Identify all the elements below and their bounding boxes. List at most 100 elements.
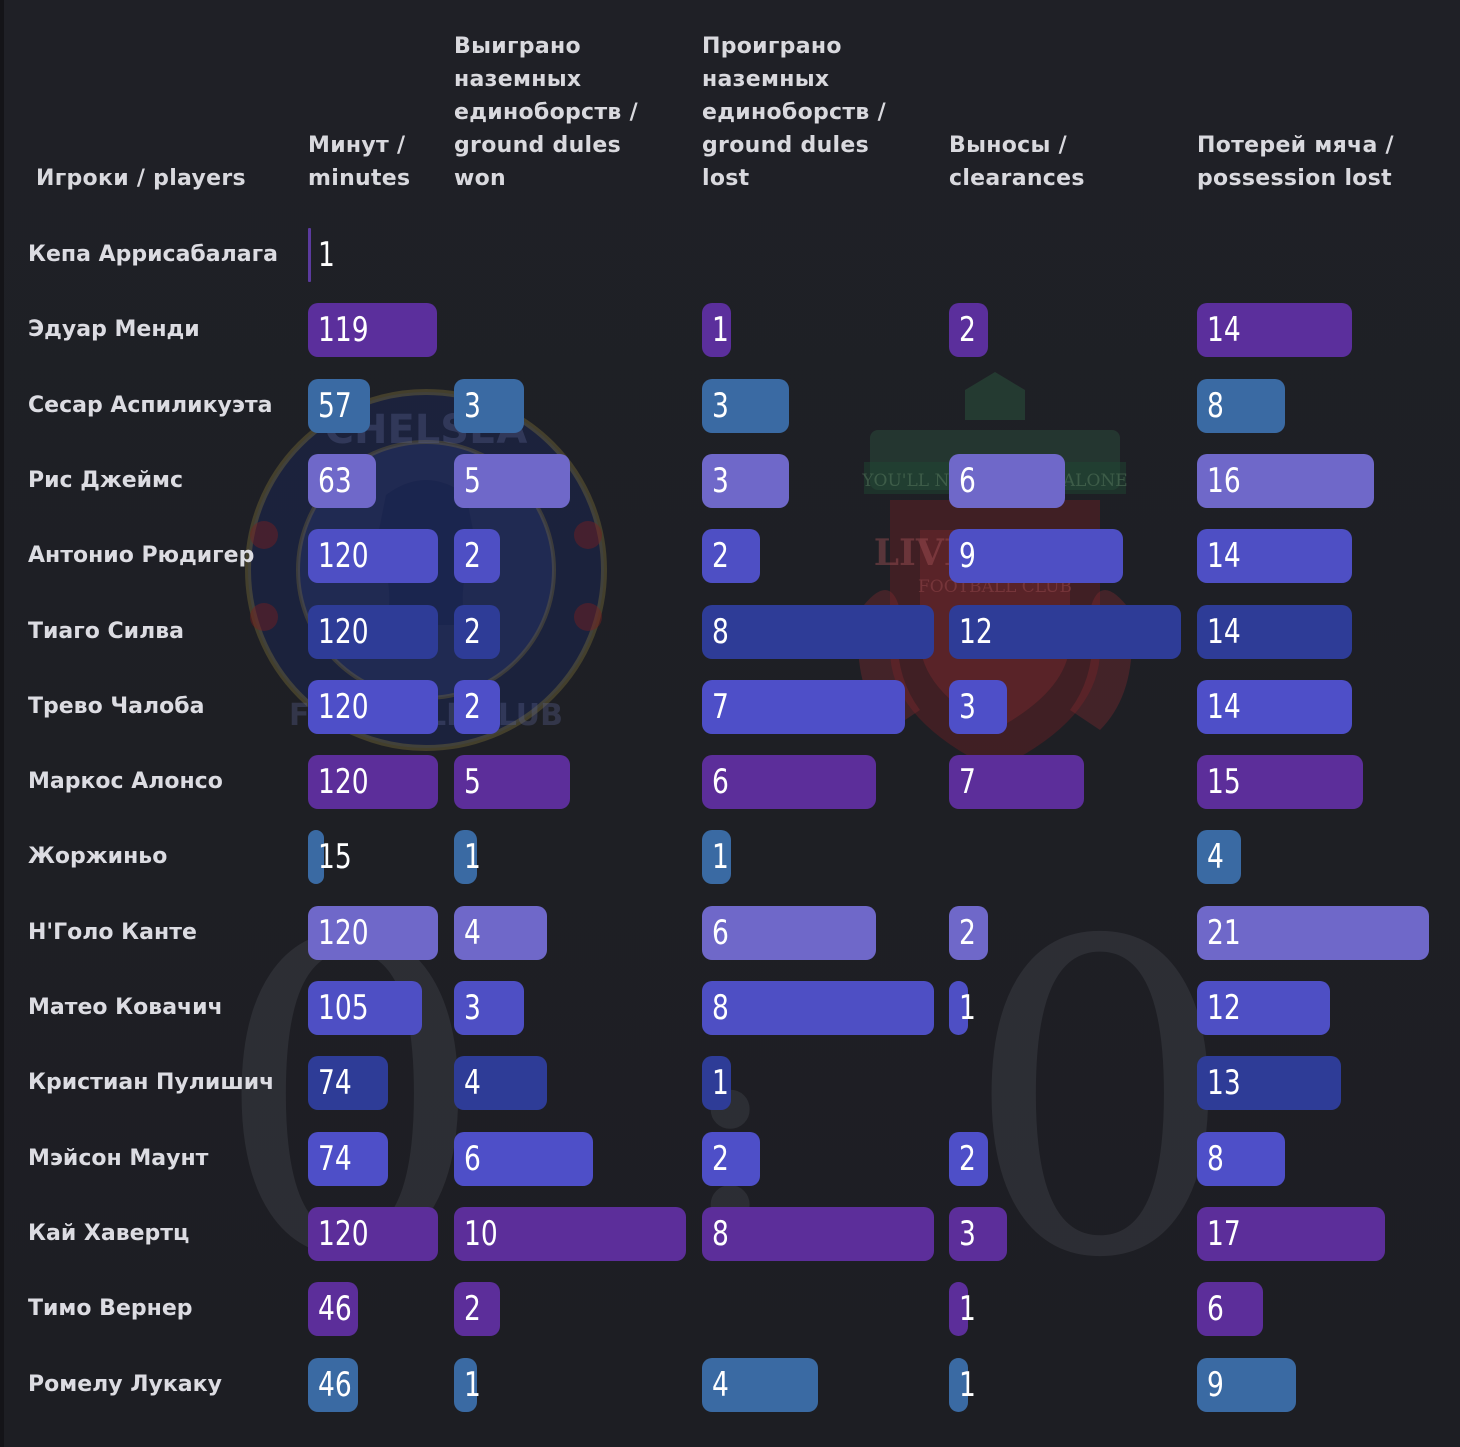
bar-value-minutes: 120 xyxy=(318,687,369,727)
player-name: Тимо Вернер xyxy=(28,1296,193,1321)
bar-clearances xyxy=(949,529,1123,583)
player-name: Кепа Аррисабалага xyxy=(28,242,278,267)
bar-value-duels-lost: 3 xyxy=(712,461,729,501)
bar-duels-lost xyxy=(702,755,876,809)
bar-clearances xyxy=(949,906,988,960)
bar-value-clearances: 3 xyxy=(959,1214,976,1254)
player-name: Антонио Рюдигер xyxy=(28,543,255,568)
player-name: Н'Голо Канте xyxy=(28,920,197,945)
bar-value-possession-lost: 13 xyxy=(1207,1063,1241,1103)
bar-value-minutes: 1 xyxy=(318,235,335,275)
bar-value-minutes: 63 xyxy=(318,461,352,501)
bar-possession-lost xyxy=(1197,1282,1263,1336)
bar-value-duels-won: 5 xyxy=(464,762,481,802)
bar-value-duels-won: 3 xyxy=(464,988,481,1028)
bar-minutes xyxy=(308,906,438,960)
bar-value-possession-lost: 12 xyxy=(1207,988,1241,1028)
header-line: наземных xyxy=(702,67,830,92)
bar-duels-won xyxy=(454,1056,547,1110)
bar-value-duels-won: 10 xyxy=(464,1214,498,1254)
bar-clearances xyxy=(949,1358,968,1412)
bar-possession-lost xyxy=(1197,680,1352,734)
bar-minutes xyxy=(308,379,370,433)
bar-possession-lost xyxy=(1197,1132,1285,1186)
bar-minutes xyxy=(308,303,437,357)
bar-possession-lost xyxy=(1197,1358,1296,1412)
bar-value-duels-won: 4 xyxy=(464,1063,481,1103)
bar-value-minutes: 120 xyxy=(318,612,369,652)
bar-duels-lost xyxy=(702,830,731,884)
bar-value-duels-won: 2 xyxy=(464,1289,481,1329)
bar-duels-won xyxy=(454,605,500,659)
bar-value-possession-lost: 14 xyxy=(1207,310,1241,350)
bar-duels-lost xyxy=(702,981,934,1035)
bar-value-clearances: 6 xyxy=(959,461,976,501)
header-line: наземных xyxy=(454,67,582,92)
header-possession-lost: Потерей мяча / possession lost xyxy=(1197,129,1394,195)
bar-duels-lost xyxy=(702,1207,934,1261)
bar-value-duels-won: 2 xyxy=(464,536,481,576)
player-name: Трево Чалоба xyxy=(28,694,205,719)
bar-value-duels-won: 5 xyxy=(464,461,481,501)
bar-value-possession-lost: 15 xyxy=(1207,762,1241,802)
bar-duels-lost xyxy=(702,454,789,508)
header-line: Проиграно xyxy=(702,34,842,59)
bar-value-minutes: 15 xyxy=(318,837,352,877)
player-name: Мэйсон Маунт xyxy=(28,1146,209,1171)
bar-minutes xyxy=(308,605,438,659)
header-line: Выносы / xyxy=(949,133,1068,158)
bar-value-possession-lost: 9 xyxy=(1207,1365,1224,1405)
bar-value-duels-lost: 2 xyxy=(712,536,729,576)
bar-value-duels-lost: 7 xyxy=(712,687,729,727)
bar-value-duels-lost: 8 xyxy=(712,1214,729,1254)
bar-value-minutes: 105 xyxy=(318,988,369,1028)
bar-value-duels-lost: 8 xyxy=(712,612,729,652)
player-name: Сесар Аспиликуэта xyxy=(28,393,273,418)
bar-value-clearances: 2 xyxy=(959,913,976,953)
bar-duels-lost xyxy=(702,605,934,659)
header-line: clearances xyxy=(949,166,1085,191)
bar-duels-won xyxy=(454,755,570,809)
bar-duels-won xyxy=(454,379,524,433)
bar-minutes xyxy=(308,529,438,583)
bar-duels-won xyxy=(454,906,547,960)
bar-possession-lost xyxy=(1197,529,1352,583)
bar-clearances xyxy=(949,303,988,357)
bar-minutes xyxy=(308,755,438,809)
header-line: won xyxy=(454,166,507,191)
bar-minutes xyxy=(308,1132,388,1186)
bar-value-minutes: 57 xyxy=(318,386,352,426)
bar-clearances xyxy=(949,454,1065,508)
bar-minutes xyxy=(308,1056,388,1110)
bar-possession-lost xyxy=(1197,1207,1385,1261)
player-name: Кай Хавертц xyxy=(28,1221,190,1246)
bar-value-clearances: 9 xyxy=(959,536,976,576)
bar-value-possession-lost: 14 xyxy=(1207,612,1241,652)
bar-value-possession-lost: 21 xyxy=(1207,913,1241,953)
bar-clearances xyxy=(949,1282,968,1336)
bar-value-possession-lost: 16 xyxy=(1207,461,1241,501)
bar-value-duels-won: 4 xyxy=(464,913,481,953)
bar-value-minutes: 74 xyxy=(318,1063,352,1103)
bar-value-clearances: 1 xyxy=(959,1365,976,1405)
bar-value-minutes: 46 xyxy=(318,1365,352,1405)
bar-minutes xyxy=(308,1282,358,1336)
bar-value-minutes: 120 xyxy=(318,762,369,802)
bar-value-possession-lost: 8 xyxy=(1207,386,1224,426)
bar-minutes xyxy=(308,1358,358,1412)
header-line: lost xyxy=(702,166,750,191)
bar-duels-lost xyxy=(702,680,905,734)
bar-clearances xyxy=(949,680,1007,734)
bar-duels-won xyxy=(454,454,570,508)
header-line: Потерей мяча / xyxy=(1197,133,1394,158)
bar-duels-lost xyxy=(702,1358,818,1412)
bar-value-duels-lost: 4 xyxy=(712,1365,729,1405)
bar-possession-lost xyxy=(1197,755,1363,809)
bar-duels-lost xyxy=(702,1056,731,1110)
bar-clearances xyxy=(949,605,1181,659)
bar-duels-lost xyxy=(702,906,876,960)
bar-duels-won xyxy=(454,1132,593,1186)
player-name: Маркос Алонсо xyxy=(28,769,223,794)
bar-minutes xyxy=(308,981,422,1035)
bar-minutes xyxy=(308,830,324,884)
